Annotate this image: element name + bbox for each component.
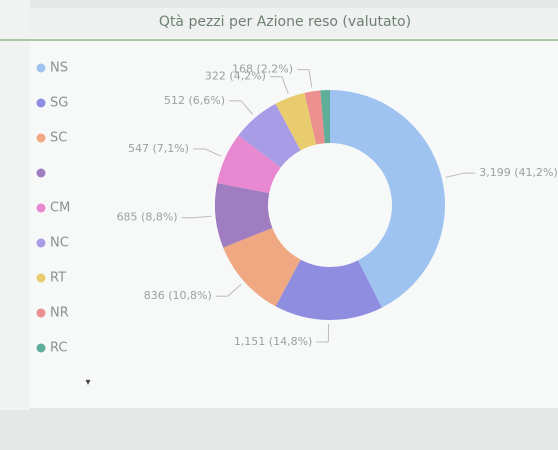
data-label: 685 (8,8%) [117, 211, 178, 224]
legend-marker [37, 99, 46, 108]
chart: Qtà pezzi per Azione reso (valutato) ▾ 3… [0, 0, 558, 450]
legend-label: NS [50, 61, 68, 76]
legend-marker [37, 239, 46, 248]
legend-label: SC [50, 131, 67, 146]
data-label: 547 (7,1%) [128, 142, 189, 155]
legend-marker [37, 274, 46, 283]
chart-title: Qtà pezzi per Azione reso (valutato) [159, 14, 411, 30]
legend-marker [37, 134, 46, 143]
data-label: 3,199 (41,2%) [479, 166, 558, 179]
legend-marker [37, 309, 46, 318]
data-label: 836 (10,8%) [144, 289, 212, 302]
legend-marker [37, 64, 46, 73]
legend-scroll[interactable]: ▾ [85, 377, 90, 388]
legend-label: RT [50, 271, 66, 286]
page: {"chart_data": {"type": "donut", "title"… [0, 0, 558, 450]
data-label: 1,151 (14,8%) [234, 335, 313, 348]
legend-marker [37, 204, 46, 213]
legend-label: NR [50, 306, 69, 321]
legend-marker [37, 344, 46, 353]
legend-marker [37, 169, 46, 178]
side-panel [0, 0, 30, 410]
legend-label: RC [50, 341, 67, 356]
data-label: 168 (2,2%) [232, 63, 293, 76]
data-label: 512 (6,6%) [164, 94, 225, 107]
legend-label: SG [50, 96, 68, 111]
legend-label: NC [50, 236, 69, 251]
legend-label: CM [50, 201, 70, 216]
visual-panel [30, 8, 558, 408]
